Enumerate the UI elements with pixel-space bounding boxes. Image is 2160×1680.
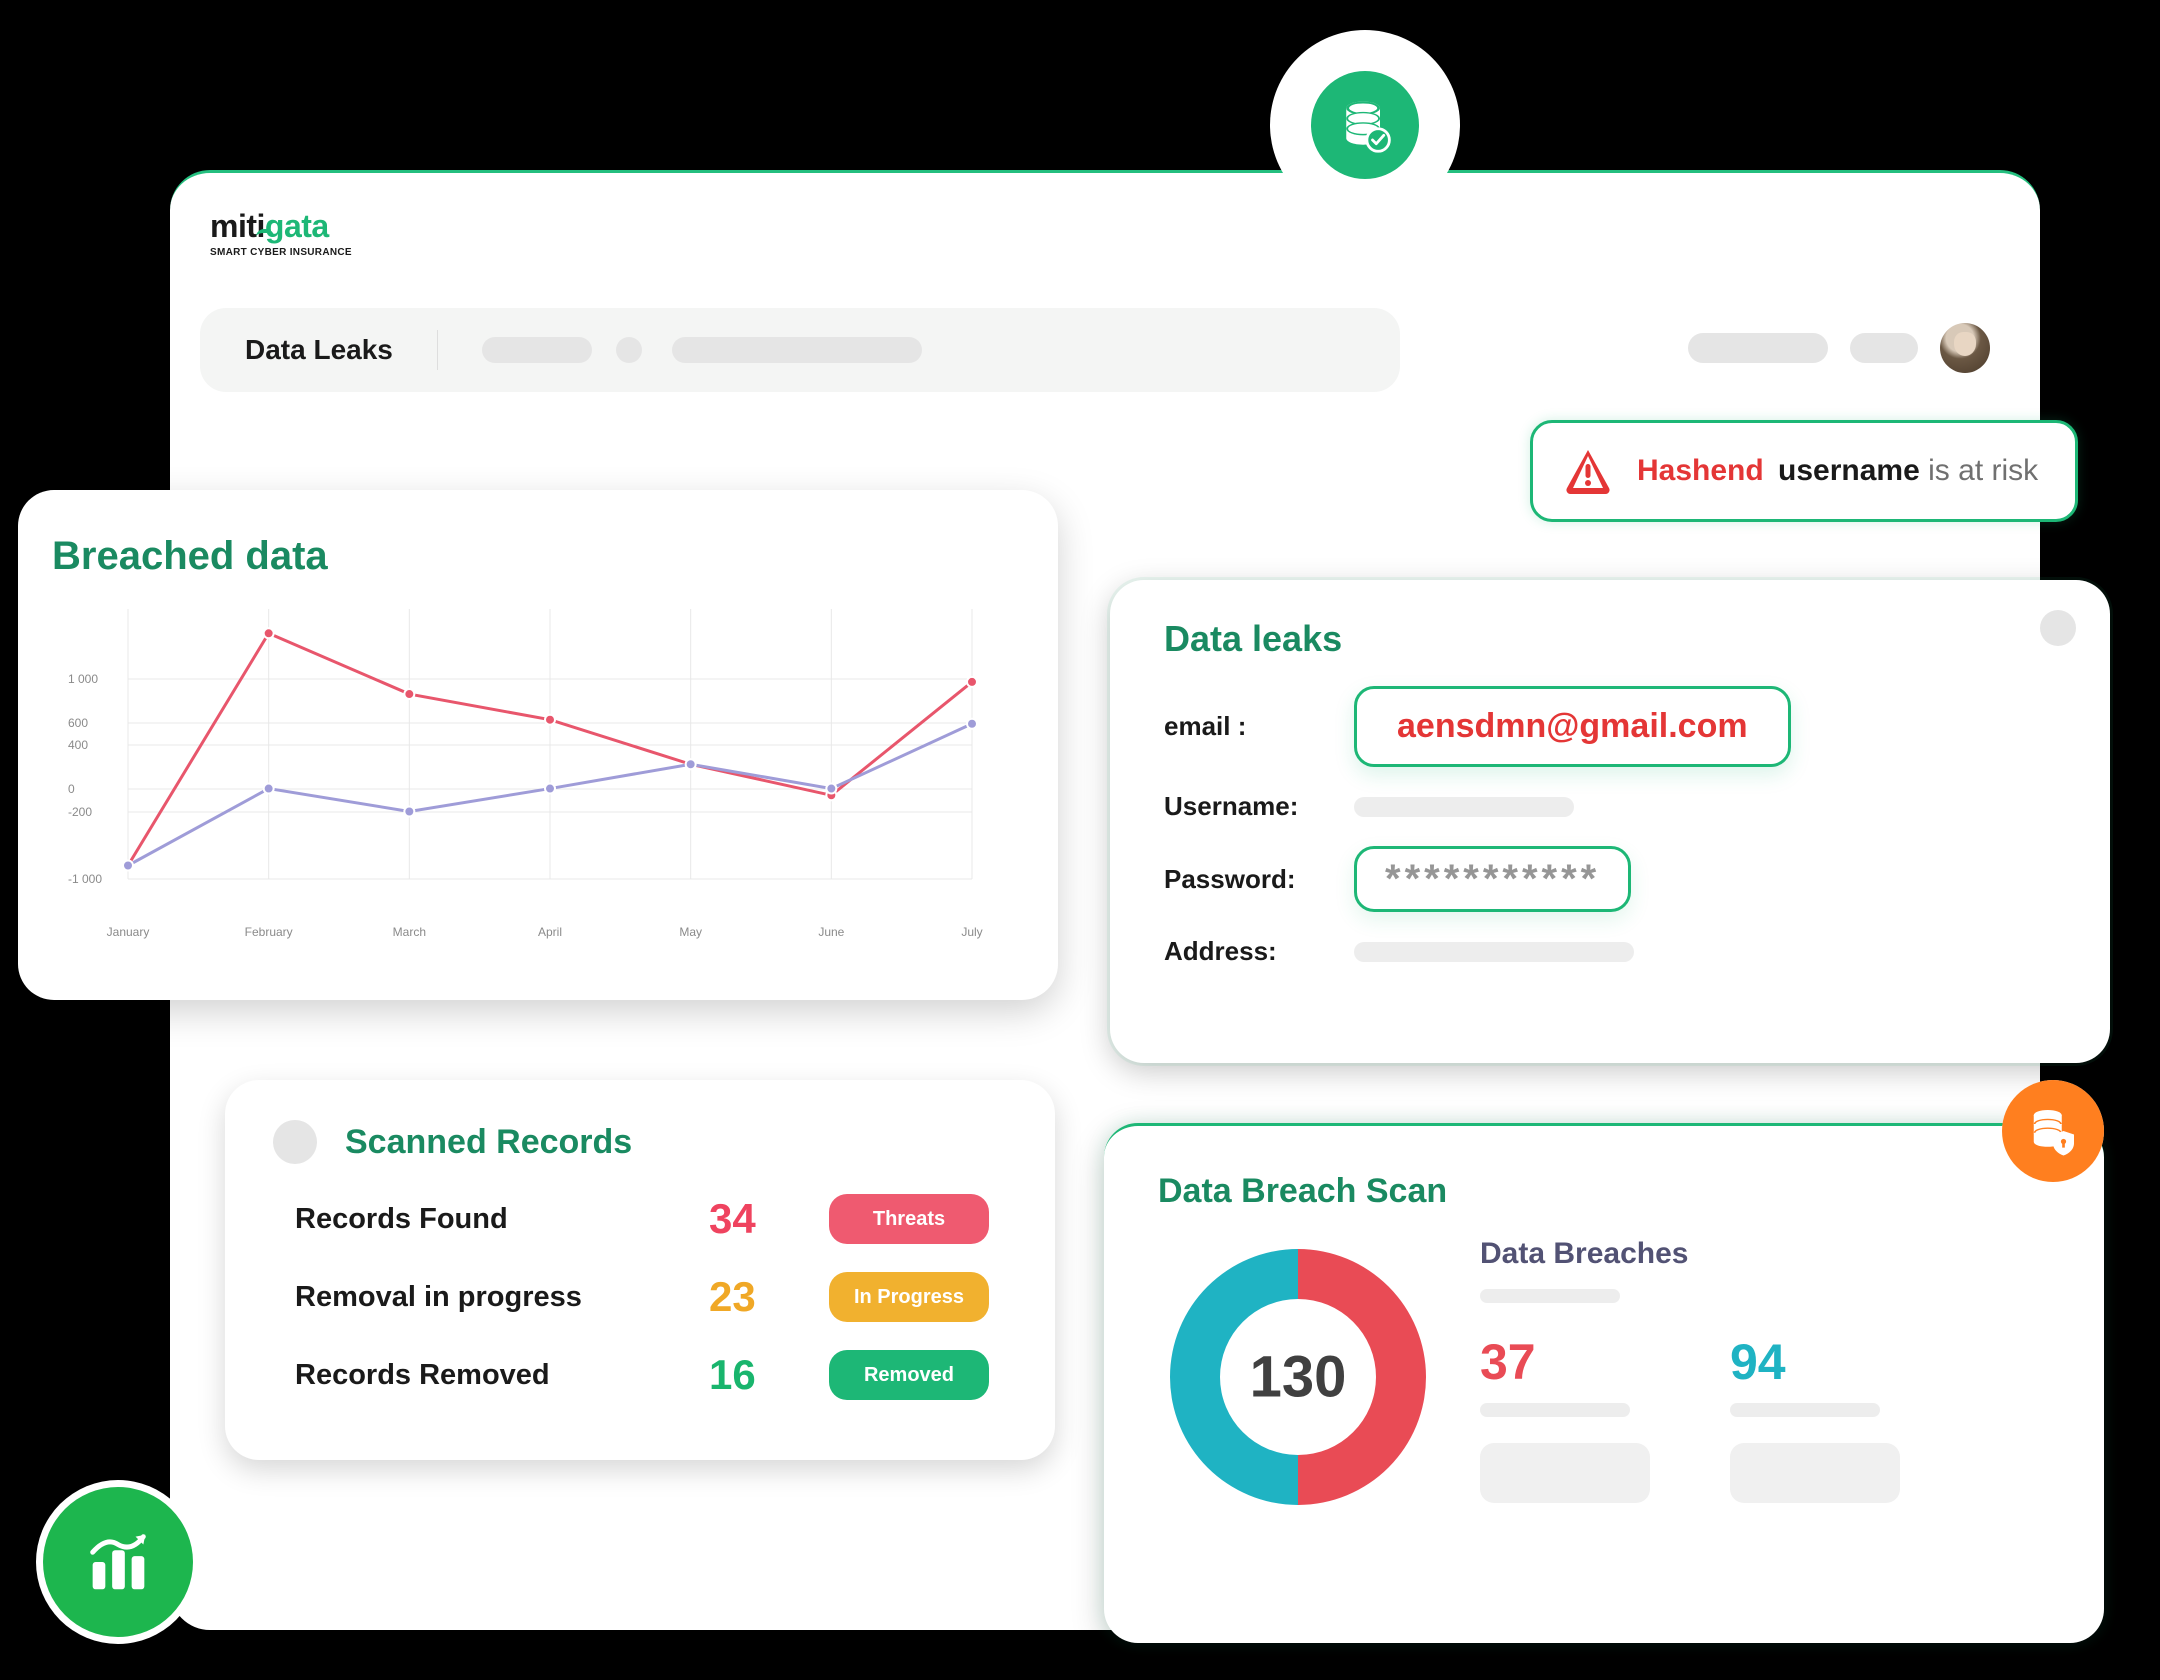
- donut-total: 130: [1250, 1344, 1347, 1411]
- donut-chart: 130: [1158, 1237, 1438, 1517]
- data-breach-scan-card: Data Breach Scan 130 Data Breaches 37 94: [1104, 1123, 2104, 1643]
- record-label: Records Found: [295, 1203, 709, 1236]
- logo-part2: gata: [265, 208, 329, 244]
- x-axis-label: February: [245, 925, 293, 939]
- address-row: Address:: [1164, 936, 2056, 967]
- address-label: Address:: [1164, 936, 1354, 967]
- email-row: email : aensdmn@gmail.com: [1164, 686, 2056, 767]
- record-badge[interactable]: Threats: [829, 1194, 989, 1244]
- data-leaks-card: Data leaks email : aensdmn@gmail.com Use…: [1110, 580, 2110, 1063]
- y-axis-label: 0: [68, 782, 75, 796]
- chart-icon: [43, 1487, 193, 1637]
- password-label: Password:: [1164, 864, 1354, 895]
- record-row: Removal in progress 23 In Progress: [295, 1272, 989, 1322]
- record-label: Removal in progress: [295, 1281, 709, 1314]
- breached-data-card: Breached data -1 000-20004006001 000 Jan…: [18, 490, 1058, 1000]
- nav-title: Data Leaks: [245, 334, 393, 366]
- x-axis-label: March: [393, 925, 426, 939]
- record-row: Records Removed 16 Removed: [295, 1350, 989, 1400]
- top-pill[interactable]: [1688, 333, 1828, 363]
- scan-placeholder: [1480, 1289, 1620, 1303]
- risk-alert[interactable]: Hashend username is at risk: [1530, 420, 2078, 522]
- record-badge[interactable]: In Progress: [829, 1272, 989, 1322]
- top-nav: Data Leaks: [200, 308, 1400, 392]
- avatar[interactable]: [1940, 323, 1990, 373]
- y-axis-label: 400: [68, 738, 88, 752]
- database-check-icon: [1311, 71, 1419, 179]
- stat-placeholder: [1730, 1403, 1880, 1417]
- record-value: 34: [709, 1195, 829, 1243]
- password-value[interactable]: ***********: [1354, 846, 1631, 912]
- scan-stat: 37: [1480, 1333, 1650, 1503]
- username-row: Username:: [1164, 791, 2056, 822]
- records-title: Scanned Records: [345, 1123, 632, 1162]
- x-axis-label: May: [679, 925, 702, 939]
- record-value: 16: [709, 1351, 829, 1399]
- record-label: Records Removed: [295, 1359, 709, 1392]
- password-row: Password: ***********: [1164, 846, 2056, 912]
- address-placeholder: [1354, 942, 1634, 962]
- top-right-controls: [1688, 323, 1990, 373]
- breached-chart: -1 000-20004006001 000 JanuaryFebruaryMa…: [72, 599, 982, 919]
- stat-placeholder: [1730, 1443, 1900, 1503]
- stat-placeholder: [1480, 1443, 1650, 1503]
- analytics-badge: [36, 1480, 200, 1644]
- username-label: Username:: [1164, 791, 1354, 822]
- nav-placeholder: [672, 337, 922, 363]
- username-placeholder: [1354, 797, 1574, 817]
- scanned-records-card: Scanned Records Records Found 34 Threats…: [225, 1080, 1055, 1460]
- top-pill[interactable]: [1850, 333, 1918, 363]
- alert-text: Hashend username is at risk: [1637, 454, 2038, 488]
- nav-placeholder: [482, 337, 592, 363]
- x-axis-label: June: [818, 925, 844, 939]
- email-value[interactable]: aensdmn@gmail.com: [1354, 686, 1791, 767]
- card-icon-placeholder: [273, 1120, 317, 1164]
- record-badge[interactable]: Removed: [829, 1350, 989, 1400]
- record-row: Records Found 34 Threats: [295, 1194, 989, 1244]
- stat-value: 37: [1480, 1333, 1650, 1391]
- x-axis-label: April: [538, 925, 562, 939]
- record-value: 23: [709, 1273, 829, 1321]
- stat-value: 94: [1730, 1333, 1900, 1391]
- stat-placeholder: [1480, 1403, 1630, 1417]
- logo-tagline: SMART CYBER INSURANCE: [210, 247, 352, 258]
- y-axis-label: -1 000: [68, 872, 102, 886]
- nav-placeholder-dot: [616, 337, 642, 363]
- logo: mitigata SMART CYBER INSURANCE: [210, 208, 352, 258]
- x-axis-label: July: [961, 925, 982, 939]
- y-axis-label: 1 000: [68, 672, 98, 686]
- x-axis-label: January: [107, 925, 150, 939]
- divider: [437, 330, 438, 370]
- scan-subtitle: Data Breaches: [1480, 1237, 2050, 1271]
- warning-icon: [1563, 446, 1613, 496]
- y-axis-label: -200: [68, 805, 92, 819]
- y-axis-label: 600: [68, 716, 88, 730]
- leaks-title: Data leaks: [1164, 618, 2056, 660]
- database-check-badge: [1270, 30, 1460, 220]
- scan-stat: 94: [1730, 1333, 1900, 1503]
- database-shield-badge: [2002, 1080, 2104, 1182]
- email-label: email :: [1164, 711, 1354, 742]
- breached-title: Breached data: [52, 534, 1024, 579]
- logo-part1: miti: [210, 208, 265, 244]
- database-shield-icon: [2002, 1080, 2104, 1182]
- card-menu-icon[interactable]: [2040, 610, 2076, 646]
- scan-title: Data Breach Scan: [1158, 1172, 2050, 1211]
